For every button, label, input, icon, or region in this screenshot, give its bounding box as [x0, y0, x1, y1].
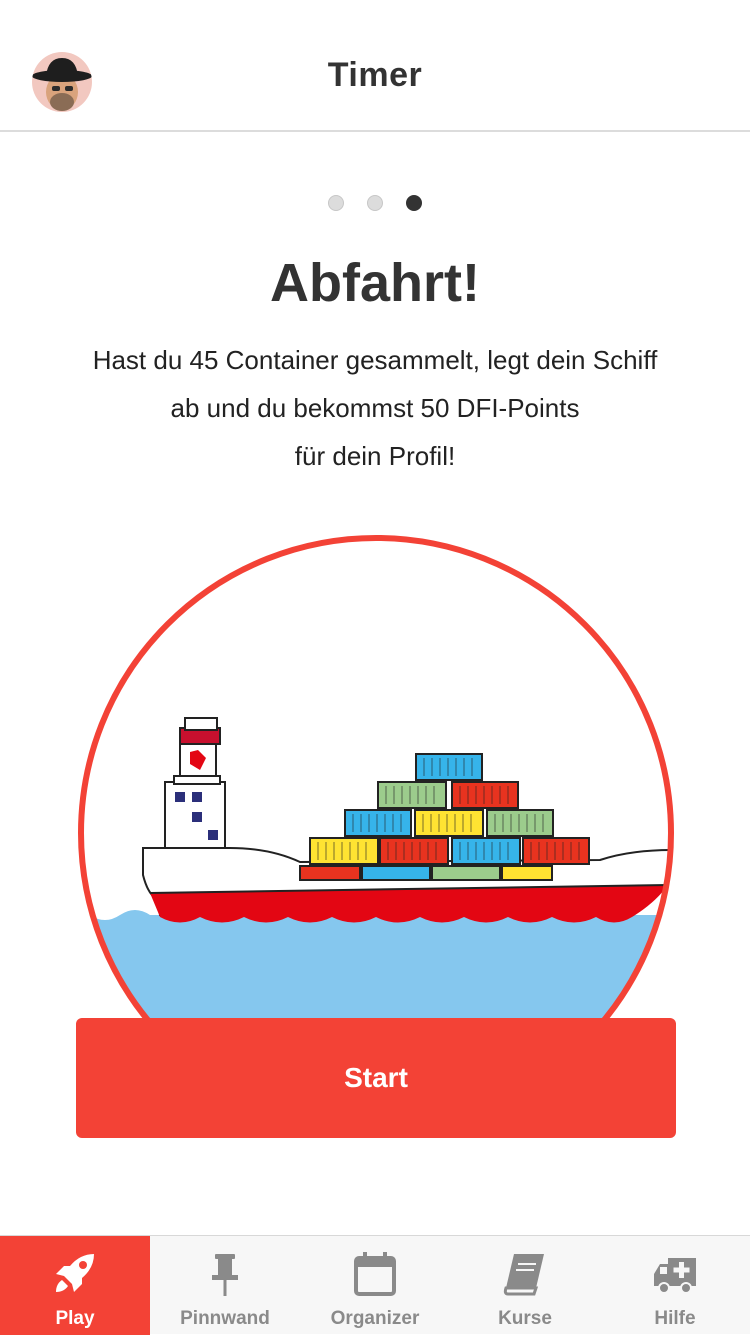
page-indicator [0, 195, 750, 213]
ambulance-icon [654, 1258, 696, 1294]
step-headline: Abfahrt! [270, 253, 480, 313]
description-line: Hast du 45 Container gesammelt, legt dei… [92, 345, 658, 375]
tab-label: Hilfe [654, 1308, 696, 1329]
calendar-icon [354, 1252, 396, 1296]
description-line: für dein Profil! [294, 441, 456, 471]
tab-organizer[interactable]: Organizer [300, 1236, 450, 1335]
tab-label: Kurse [498, 1308, 552, 1329]
app-header: Timer [0, 0, 750, 132]
tab-label: Organizer [330, 1308, 420, 1329]
tab-hilfe[interactable]: Hilfe [600, 1236, 750, 1335]
tab-pinnwand[interactable]: Pinnwand [150, 1236, 300, 1335]
ship-illustration [78, 535, 674, 1030]
description-line: ab und du bekommst 50 DFI-Points [170, 393, 580, 423]
user-avatar[interactable] [32, 52, 92, 112]
tab-kurse[interactable]: Kurse [450, 1236, 600, 1335]
rocket-icon [56, 1254, 94, 1292]
page-dot-3[interactable] [406, 195, 422, 211]
tab-play[interactable]: Play [0, 1236, 150, 1335]
page-dot-1[interactable] [328, 195, 344, 211]
book-icon [503, 1254, 544, 1296]
start-button[interactable]: Start [76, 1018, 676, 1138]
page-title: Timer [327, 56, 423, 94]
step-description: Hast du 45 Container gesammelt, legt dei… [40, 336, 710, 480]
page-dot-2[interactable] [367, 195, 383, 211]
tab-bar: Play Pinnwand Organizer [0, 1235, 750, 1335]
tab-label: Pinnwand [180, 1308, 270, 1329]
tab-label: Play [55, 1308, 95, 1329]
pin-icon [212, 1254, 238, 1296]
